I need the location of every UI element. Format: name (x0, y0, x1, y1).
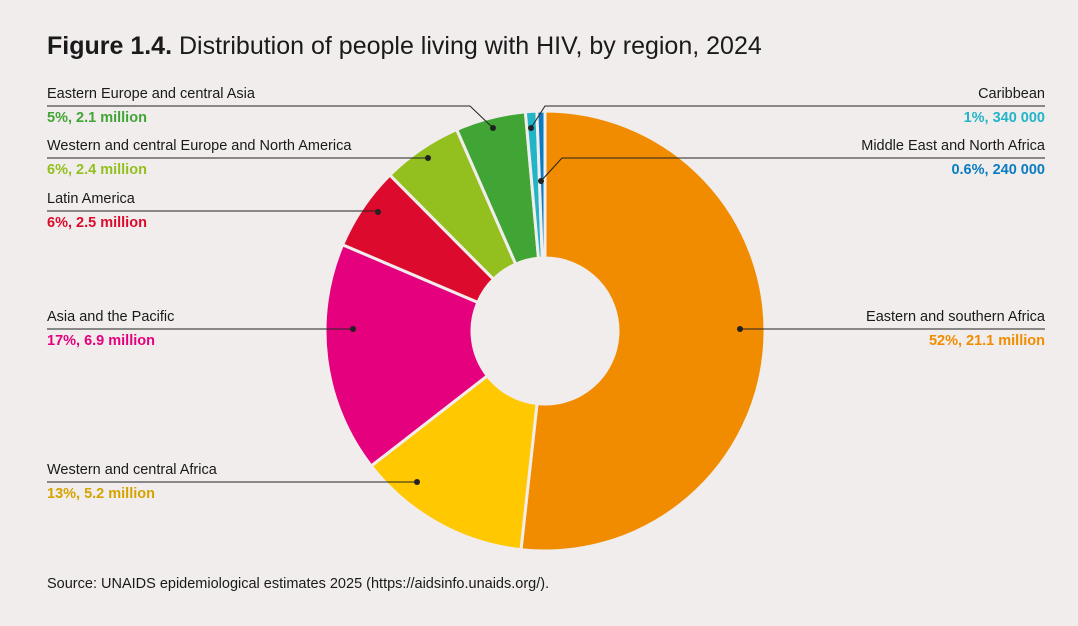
leader-dot-eastern-and-southern-africa (737, 326, 743, 332)
slice-value-asia-and-the-pacific: 17%, 6.9 million (47, 333, 155, 349)
slice-value-caribbean: 1%, 340 000 (963, 110, 1045, 126)
slice-eastern-and-southern-africa (519, 109, 767, 553)
slice-western-and-central-africa (369, 373, 539, 552)
slice-value-eastern-and-southern-africa: 52%, 21.1 million (928, 333, 1045, 349)
slice-label-caribbean: Caribbean (978, 86, 1045, 102)
slice-middle-east-and-north-africa (535, 109, 547, 260)
slice-label-latin-america: Latin America (47, 191, 135, 207)
slice-value-eastern-europe-and-central-asia: 5%, 2.1 million (47, 110, 147, 126)
slice-asia-and-the-pacific (323, 242, 490, 469)
slice-value-western-and-central-europe-and-north-america: 6%, 2.4 million (47, 162, 147, 178)
leader-dot-western-and-central-europe-and-north-america (425, 155, 431, 161)
leader-dot-middle-east-and-north-africa (538, 178, 544, 184)
leader-dot-latin-america (375, 209, 381, 215)
slice-label-eastern-and-southern-africa: Eastern and southern Africa (866, 309, 1045, 325)
figure-number: Figure 1.4. (47, 32, 173, 60)
leader-line-middle-east-and-north-africa (540, 157, 1045, 182)
slice-label-western-and-central-africa: Western and central Africa (47, 462, 217, 478)
leader-line-eastern-europe-and-central-asia (47, 105, 494, 129)
title-text: Distribution of people living with HIV, … (179, 32, 762, 60)
slice-label-western-and-central-europe-and-north-america: Western and central Europe and North Ame… (47, 138, 352, 154)
slice-value-latin-america: 6%, 2.5 million (47, 215, 147, 231)
chart-title: Figure 1.4. Distribution of people livin… (47, 32, 762, 61)
source-note: Source: UNAIDS epidemiological estimates… (47, 576, 550, 592)
slice-value-middle-east-and-north-africa: 0.6%, 240 000 (951, 162, 1045, 178)
slice-value-western-and-central-africa: 13%, 5.2 million (47, 486, 155, 502)
slice-label-eastern-europe-and-central-asia: Eastern Europe and central Asia (47, 86, 255, 102)
leader-dot-western-and-central-africa (414, 479, 420, 485)
leader-dot-caribbean (528, 125, 534, 131)
slice-label-middle-east-and-north-africa: Middle East and North Africa (861, 138, 1045, 154)
leader-dot-eastern-europe-and-central-asia (490, 125, 496, 131)
leader-line-caribbean (530, 105, 1045, 129)
leader-dot-asia-and-the-pacific (350, 326, 356, 332)
slice-label-asia-and-the-pacific: Asia and the Pacific (47, 309, 175, 325)
